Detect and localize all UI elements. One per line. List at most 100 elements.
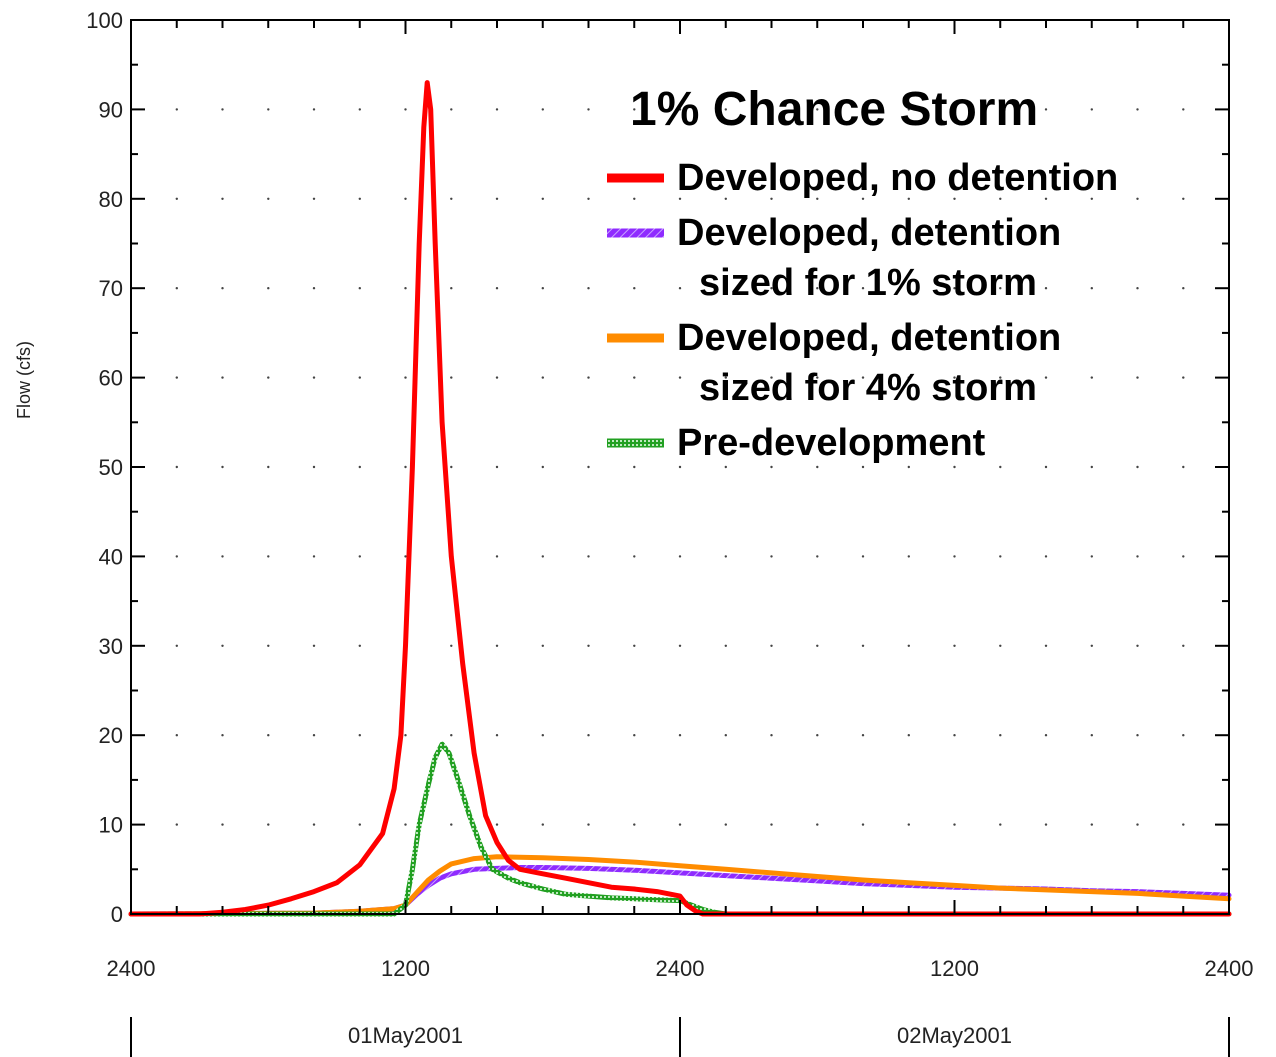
grid-dot <box>907 108 910 111</box>
grid-dot <box>1044 197 1048 200</box>
grid-dot <box>175 108 178 111</box>
grid-dot <box>1182 555 1185 558</box>
grid-dot <box>312 644 316 647</box>
grid-dot <box>1090 108 1094 111</box>
grid-dot <box>587 197 590 200</box>
grid-dot <box>770 108 773 111</box>
grid-dot <box>861 555 865 558</box>
grid-dot <box>404 465 407 469</box>
grid-dot <box>175 287 178 290</box>
grid-dot <box>312 465 316 469</box>
grid-dot <box>678 376 682 379</box>
grid-dot <box>953 555 956 558</box>
grid-dot <box>450 108 453 111</box>
grid-dot <box>404 823 407 826</box>
date-label: 02May2001 <box>897 1023 1012 1048</box>
grid-dot <box>587 376 590 379</box>
series-line-1 <box>128 80 1232 917</box>
grid-dot <box>724 823 727 826</box>
grid-dot <box>450 644 453 647</box>
y-tick-label: 60 <box>99 366 123 391</box>
legend-label-1: Developed, no detention <box>677 157 1118 199</box>
grid-dot <box>816 734 819 737</box>
grid-dot <box>633 555 636 558</box>
grid-dot <box>953 376 956 379</box>
grid-dot <box>587 287 590 290</box>
grid-dot <box>907 555 910 558</box>
grid-dot <box>221 376 224 379</box>
grid-dot <box>541 823 544 826</box>
grid-dot <box>861 734 865 737</box>
legend-label-2: sized for 1% storm <box>699 262 1037 304</box>
grid-dot <box>1090 376 1094 379</box>
x-tick-label: 2400 <box>1205 956 1254 981</box>
grid-dot <box>175 823 178 826</box>
grid-dot <box>999 197 1002 200</box>
grid-dot <box>587 465 590 469</box>
grid-dot <box>724 555 727 558</box>
grid-dot <box>450 287 453 290</box>
grid-dot <box>678 644 682 647</box>
grid-dot <box>1182 376 1185 379</box>
grid-dot <box>495 197 499 200</box>
grid-dot <box>770 734 773 737</box>
grid-dot <box>770 823 773 826</box>
grid-dot <box>1044 555 1048 558</box>
grid-dot <box>724 734 727 737</box>
grid-dot <box>312 734 316 737</box>
grid-dot <box>678 287 682 290</box>
grid-dot <box>541 644 544 647</box>
legend: 1% Chance Storm Developed, no detention D… <box>607 83 1118 464</box>
grid-dot <box>1044 108 1048 111</box>
grid-dot <box>312 287 316 290</box>
y-tick-label: 40 <box>99 544 123 569</box>
grid-dot <box>861 108 865 111</box>
grid-dot <box>1182 197 1185 200</box>
grid-dot <box>541 376 544 379</box>
y-tick-label: 50 <box>99 455 123 480</box>
grid-dot <box>907 197 910 200</box>
grid-dot <box>633 376 636 379</box>
x-tick-label: 1200 <box>930 956 979 981</box>
grid-dot <box>1090 734 1094 737</box>
grid-dot <box>221 823 224 826</box>
grid-dot <box>861 376 865 379</box>
grid-dot <box>1182 823 1185 826</box>
grid-dot <box>221 555 224 558</box>
grid-dot <box>221 644 224 647</box>
grid-dot <box>175 197 178 200</box>
grid-dot <box>1136 734 1139 737</box>
grid-dot <box>999 555 1002 558</box>
grid-dot <box>1136 197 1139 200</box>
grid-dot <box>816 823 819 826</box>
grid-dot <box>678 465 682 469</box>
grid-dot <box>404 108 407 111</box>
grid-dot <box>633 108 636 111</box>
grid-dot <box>1044 376 1048 379</box>
grid-dot <box>999 734 1002 737</box>
grid-dot <box>907 287 910 290</box>
grid-dot <box>404 555 407 558</box>
grid-dot <box>450 823 453 826</box>
series-line-3 <box>128 854 1232 917</box>
grid-dot <box>678 734 682 737</box>
grid-dot <box>1044 287 1048 290</box>
grid-dot <box>861 287 865 290</box>
grid-dot <box>1136 287 1139 290</box>
grid-dot <box>816 287 819 290</box>
grid-dot <box>495 287 499 290</box>
grid-dot <box>907 376 910 379</box>
grid-layer <box>175 108 1185 826</box>
tick-layer <box>130 19 1230 915</box>
grid-dot <box>221 734 224 737</box>
grid-dot <box>907 465 910 469</box>
grid-dot <box>770 197 773 200</box>
y-tick-label: 20 <box>99 723 123 748</box>
grid-dot <box>312 197 316 200</box>
grid-dot <box>312 108 316 111</box>
grid-dot <box>861 465 865 469</box>
grid-dot <box>953 823 956 826</box>
grid-dot <box>587 644 590 647</box>
grid-dot <box>312 376 316 379</box>
x-tick-label: 2400 <box>107 956 156 981</box>
